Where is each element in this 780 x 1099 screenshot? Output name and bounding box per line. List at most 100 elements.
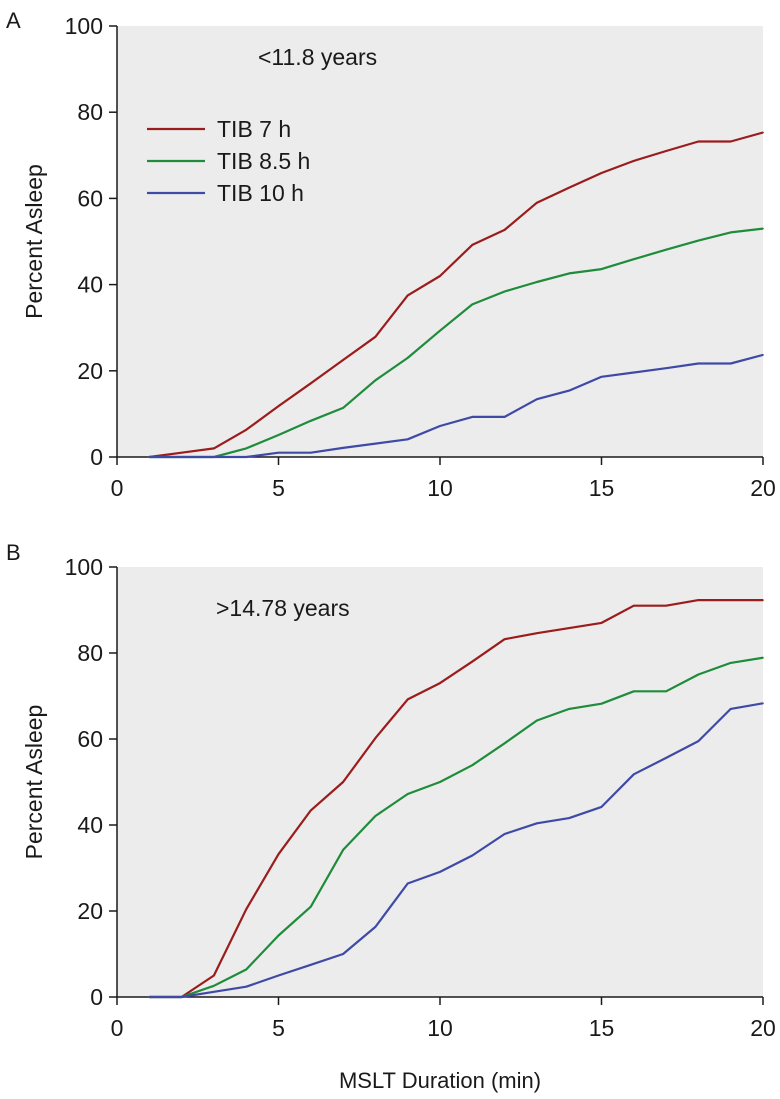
y-tick-label: 80 (77, 640, 103, 666)
series-tib-7-h (148, 131, 764, 459)
y-tick-label: 60 (77, 185, 103, 211)
data-point (633, 690, 635, 693)
x-tick-label: 10 (427, 1015, 453, 1041)
data-point (406, 357, 409, 359)
panel-letter: B (6, 540, 21, 565)
data-point (729, 231, 732, 234)
data-point (762, 354, 764, 356)
data-point (729, 662, 732, 664)
data-point (665, 248, 667, 251)
data-point (310, 382, 312, 385)
data-point (600, 622, 603, 624)
data-point (633, 604, 635, 607)
data-point (245, 429, 247, 431)
panel-annotation: <11.8 years (258, 44, 377, 70)
data-point (374, 737, 377, 739)
data-point (536, 281, 538, 283)
series-line (149, 702, 764, 999)
data-point (213, 456, 215, 458)
data-point (406, 294, 409, 297)
x-axis-label: MSLT Duration (min) (339, 1068, 541, 1093)
legend-label: TIB 8.5 h (217, 148, 310, 174)
data-point (471, 764, 474, 767)
data-point (277, 974, 280, 977)
y-tick-label: 20 (77, 358, 103, 384)
data-point (697, 740, 700, 742)
y-tick-label: 40 (77, 272, 103, 298)
data-point (471, 660, 474, 663)
data-point (568, 817, 570, 819)
data-point (536, 719, 538, 722)
data-point (503, 833, 506, 835)
data-point (665, 150, 667, 152)
data-point (600, 376, 603, 378)
data-point (762, 227, 764, 230)
data-point (245, 456, 247, 458)
data-point (503, 638, 506, 641)
data-point (310, 809, 312, 812)
data-point (406, 438, 409, 441)
data-point (503, 229, 506, 231)
plot-area (117, 26, 763, 457)
series-tib-10-h (148, 353, 764, 459)
data-point (729, 599, 732, 601)
data-point (310, 905, 312, 908)
data-point (729, 708, 732, 710)
data-point (342, 359, 344, 361)
data-point (277, 405, 280, 407)
data-point (536, 398, 538, 401)
data-point (439, 781, 441, 783)
data-point (568, 389, 570, 392)
series-line (149, 598, 763, 999)
data-point (762, 656, 764, 659)
data-point (310, 963, 312, 966)
series-line (149, 131, 764, 459)
data-point (180, 451, 183, 454)
data-point (633, 371, 635, 374)
data-point (213, 991, 215, 993)
data-point (600, 702, 603, 705)
data-point (568, 708, 570, 710)
data-point (697, 140, 700, 143)
y-axis-label: Percent Asleep (21, 705, 47, 860)
data-point (439, 871, 441, 873)
data-point (697, 599, 700, 601)
data-point (697, 362, 700, 365)
data-point (568, 186, 570, 189)
data-point (277, 451, 280, 454)
data-point (245, 908, 247, 911)
data-point (697, 673, 700, 676)
x-tick-label: 15 (589, 475, 615, 501)
data-point (665, 367, 667, 370)
y-tick-label: 0 (90, 444, 103, 470)
x-tick-label: 5 (272, 1015, 285, 1041)
panel-b: 0 20 40 60 80 100 0 5 10 15 20 B Percent Asleep >14.7… (6, 540, 776, 1041)
data-point (342, 407, 344, 409)
y-tick-label: 100 (65, 554, 103, 580)
data-point (536, 632, 538, 635)
x-tick-label: 20 (750, 1015, 776, 1041)
data-point (633, 773, 635, 776)
data-point (213, 985, 215, 987)
data-point (665, 690, 667, 693)
data-point (342, 953, 344, 955)
data-point (148, 456, 151, 458)
panel-a: 0 20 40 60 80 100 0 5 10 15 20 A Percent Asleep <11.8… (6, 8, 776, 501)
data-point (245, 968, 247, 971)
data-point (180, 996, 183, 998)
series-line (149, 353, 764, 459)
data-point (310, 419, 312, 422)
data-point (342, 781, 344, 783)
panel-letter: A (6, 8, 21, 33)
data-point (277, 853, 280, 856)
data-point (536, 822, 538, 825)
data-point (600, 172, 603, 174)
panel-annotation: >14.78 years (216, 595, 350, 621)
data-point (729, 362, 732, 365)
y-tick-label: 100 (65, 13, 103, 39)
x-tick-label: 10 (427, 475, 453, 501)
data-point (665, 757, 667, 759)
legend-label: TIB 10 h (217, 180, 304, 206)
data-point (374, 442, 377, 445)
